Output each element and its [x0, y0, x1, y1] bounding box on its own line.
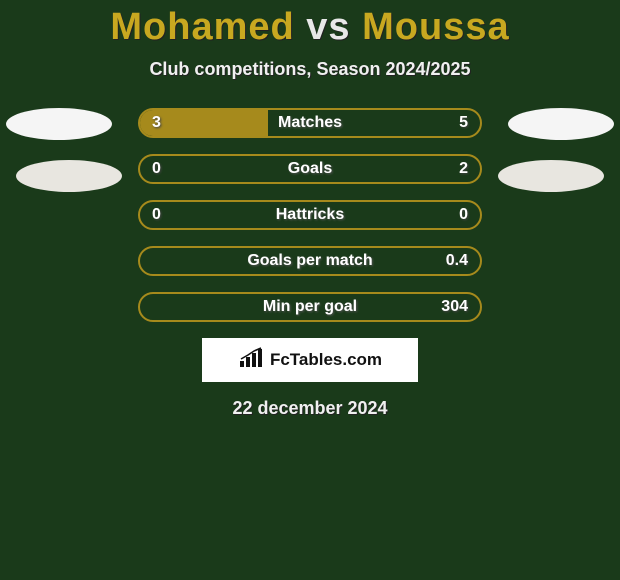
stat-row: 0.4Goals per match — [138, 246, 482, 276]
stat-row: 02Goals — [138, 154, 482, 184]
stat-row: 304Min per goal — [138, 292, 482, 322]
stat-rows: 35Matches 02Goals 00Hattricks 0.4Goals per … — [138, 108, 482, 322]
stat-row: 35Matches — [138, 108, 482, 138]
brand-text: FcTables.com — [270, 350, 382, 370]
vs-text: vs — [306, 6, 350, 48]
player1-club-badge — [6, 108, 112, 140]
subtitle: Club competitions, Season 2024/2025 — [0, 59, 620, 80]
player2-club-badge — [508, 108, 614, 140]
stat-label: Goals per match — [140, 248, 480, 274]
player1-name: Mohamed — [110, 6, 294, 48]
chart-icon — [238, 347, 264, 374]
stat-label: Matches — [140, 110, 480, 136]
date-text: 22 december 2024 — [0, 398, 620, 419]
player2-country-badge — [498, 160, 604, 192]
player2-name: Moussa — [362, 6, 509, 48]
comparison-title: Mohamed vs Moussa — [0, 0, 620, 49]
brand-box: FcTables.com — [202, 338, 418, 382]
stat-label: Hattricks — [140, 202, 480, 228]
stat-row: 00Hattricks — [138, 200, 482, 230]
stat-label: Goals — [140, 156, 480, 182]
player1-country-badge — [16, 160, 122, 192]
stat-label: Min per goal — [140, 294, 480, 320]
stats-chart: 35Matches 02Goals 00Hattricks 0.4Goals per … — [0, 108, 620, 322]
